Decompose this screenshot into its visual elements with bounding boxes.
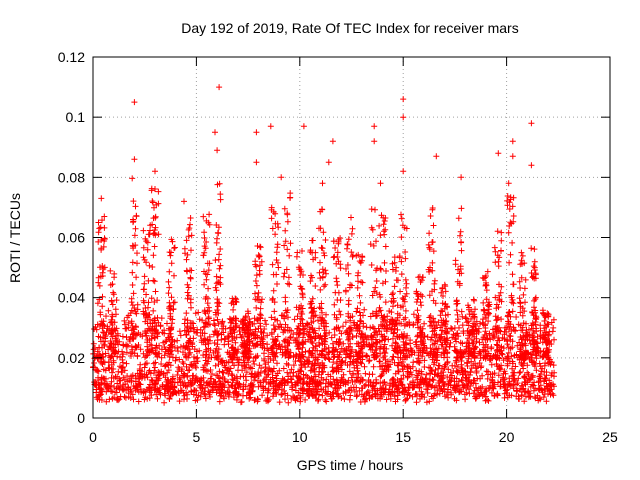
data-point [413, 273, 427, 360]
data-point [253, 159, 260, 166]
x-axis-label: GPS time / hours [297, 457, 404, 473]
data-point [267, 123, 274, 130]
data-point [227, 295, 241, 361]
data-point [319, 180, 326, 187]
data-point [509, 138, 516, 145]
data-point [107, 267, 121, 361]
data-point [329, 138, 336, 145]
data-point [504, 193, 517, 360]
data-point [100, 312, 540, 404]
y-tick-label: 0.1 [66, 109, 86, 125]
x-tick-label: 0 [89, 429, 97, 445]
data-point [148, 185, 162, 360]
y-tick-label: 0 [77, 410, 85, 426]
data-points [90, 84, 558, 406]
data-point [479, 268, 493, 361]
data-point [377, 180, 384, 187]
data-point [293, 248, 307, 360]
data-point [516, 249, 530, 361]
data-point [127, 175, 141, 359]
data-point [400, 114, 407, 121]
data-point [239, 310, 253, 361]
data-point [280, 190, 294, 361]
data-point [300, 123, 307, 130]
data-point [152, 168, 158, 175]
data-point [464, 296, 478, 361]
x-tick-label: 10 [292, 429, 308, 445]
data-point [509, 153, 516, 160]
data-point [527, 245, 540, 361]
data-point [305, 237, 319, 361]
data-point [131, 156, 138, 163]
data-point [528, 120, 535, 127]
data-point [330, 235, 344, 361]
data-point [400, 96, 407, 103]
data-point [491, 228, 505, 361]
data-point [165, 236, 178, 361]
data-point [212, 129, 218, 136]
data-point [98, 195, 105, 202]
y-tick-label: 0.12 [58, 49, 85, 65]
data-point [425, 205, 439, 361]
data-point [97, 311, 543, 400]
data-point [539, 309, 553, 361]
x-tick-label: 25 [602, 429, 618, 445]
y-tick-label: 0.06 [58, 230, 85, 246]
y-tick-label: 0.08 [58, 169, 85, 185]
data-point [216, 84, 223, 91]
data-point [253, 129, 260, 136]
data-point [342, 214, 356, 361]
data-point [316, 206, 330, 359]
data-point [505, 180, 512, 187]
data-point [396, 211, 410, 361]
data-point [131, 99, 138, 106]
x-tick-label: 15 [395, 429, 411, 445]
data-point [325, 159, 332, 166]
data-point [528, 162, 535, 169]
data-point [376, 212, 389, 361]
data-point [214, 147, 221, 154]
data-point [371, 138, 378, 145]
data-point [210, 180, 224, 361]
y-axis-label: ROTI / TECUs [7, 193, 23, 283]
axes: 0 0.02 0.04 0.06 0.08 0.1 0.12 0 5 10 15 20 25 [58, 49, 618, 445]
data-point [371, 123, 378, 130]
data-point [433, 153, 440, 160]
y-tick-label: 0.04 [58, 290, 85, 306]
data-point [388, 254, 402, 361]
x-tick-label: 20 [499, 429, 515, 445]
data-point [268, 204, 282, 360]
data-point [252, 243, 265, 359]
data-point [353, 251, 367, 361]
data-point [495, 150, 502, 157]
y-tick-label: 0.02 [58, 350, 85, 366]
data-point [452, 205, 466, 361]
data-point [400, 168, 407, 175]
x-tick-label: 5 [193, 429, 201, 445]
data-point [181, 198, 187, 205]
data-point [458, 174, 465, 181]
data-point [367, 206, 381, 361]
data-point [278, 174, 285, 181]
data-point [438, 281, 451, 361]
data-point [200, 211, 213, 358]
data-point [181, 215, 195, 361]
chart-title: Day 192 of 2019, Rate Of TEC Index for r… [181, 20, 518, 36]
data-point [140, 222, 154, 361]
